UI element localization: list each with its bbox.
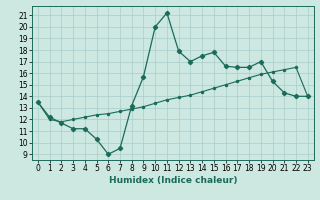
X-axis label: Humidex (Indice chaleur): Humidex (Indice chaleur) bbox=[108, 176, 237, 185]
